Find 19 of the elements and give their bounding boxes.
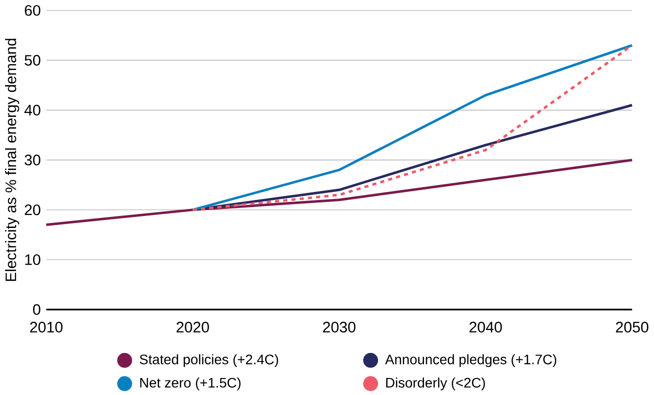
x-tick-label: 2020 <box>176 322 209 332</box>
line-series <box>191 44 634 211</box>
y-tick-label: 40 <box>24 104 40 116</box>
y-tick-label: 10 <box>25 254 40 265</box>
x-tick-label: 2040 <box>470 322 502 332</box>
x-tick-label: 2010 <box>30 322 63 332</box>
x-tick-label: 2030 <box>323 322 356 332</box>
legend-label: Announced pledges (+1.7C) <box>385 354 556 367</box>
line-series <box>45 158 634 226</box>
y-tick-label: 50 <box>24 54 40 66</box>
legend-label: Stated policies (+2.4C) <box>140 354 278 367</box>
y-axis-title: Electricity as % final energy demand <box>5 38 20 281</box>
y-tick-label: 20 <box>24 204 40 216</box>
y-tick-label: 60 <box>24 4 40 16</box>
y-tick-label: 30 <box>24 154 40 166</box>
x-tick-label: 2050 <box>616 322 648 332</box>
legend-label: Net zero (+1.5C) <box>140 377 241 390</box>
y-tick-label: 0 <box>33 304 40 315</box>
legend-label: Disorderly (<2C) <box>386 377 485 390</box>
